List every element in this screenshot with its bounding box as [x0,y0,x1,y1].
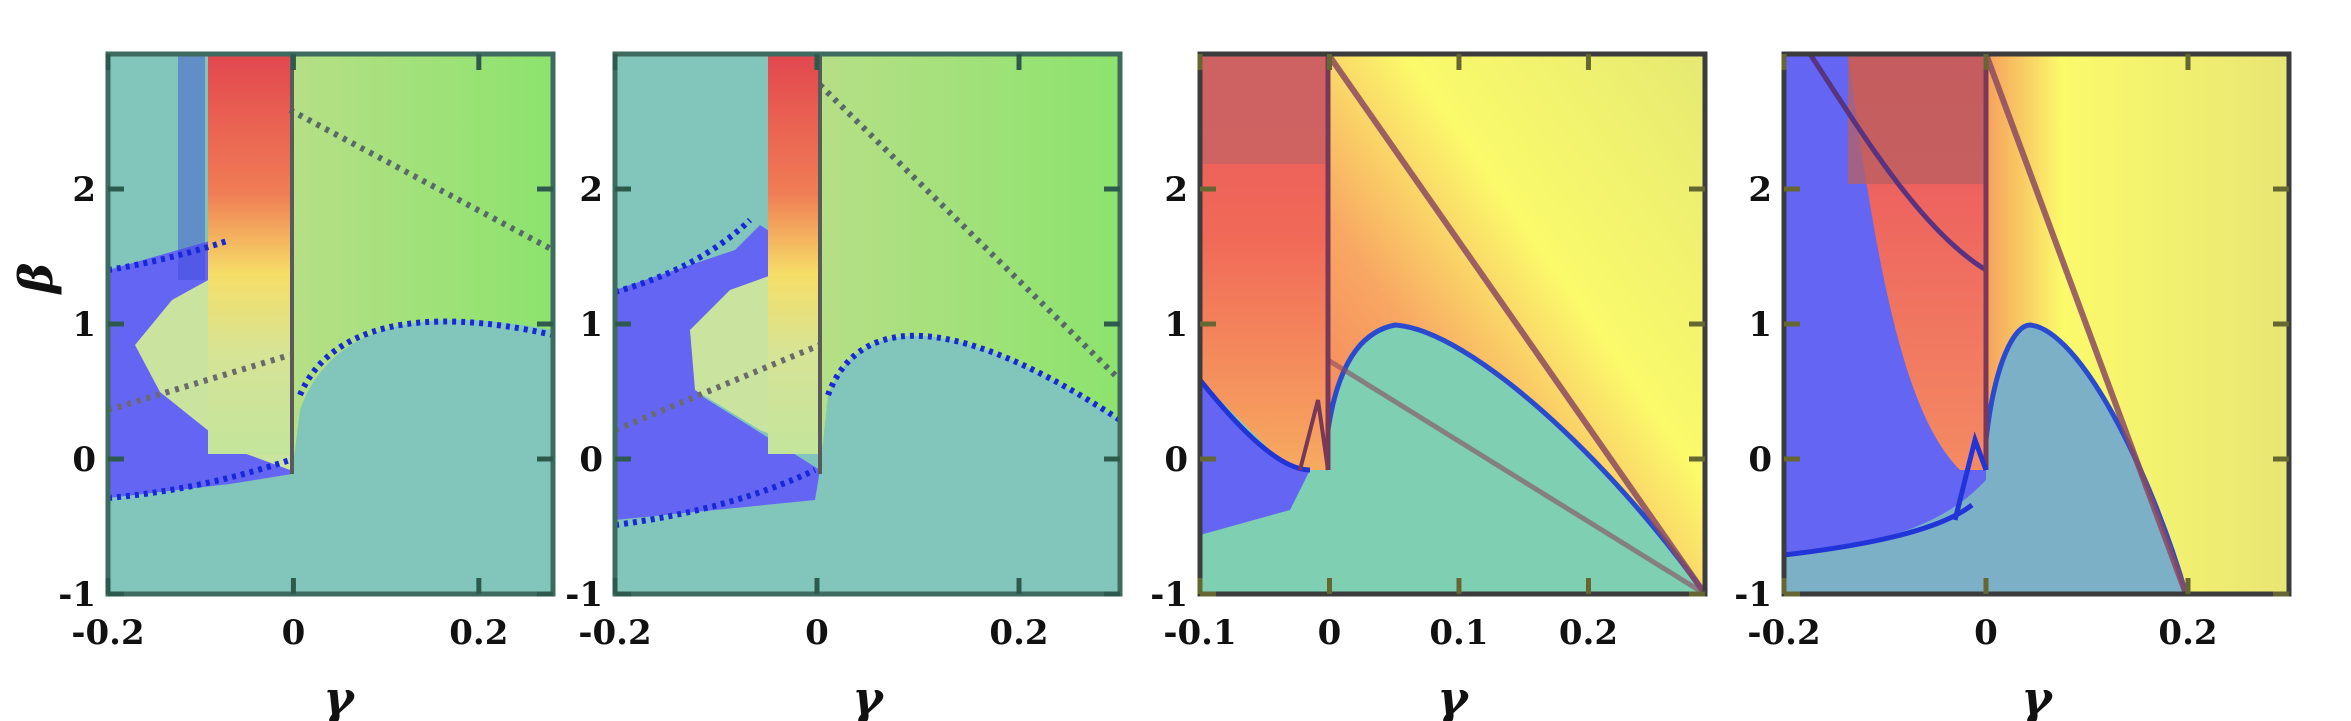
panel-4 [1781,51,2292,597]
panel-1-xtick-label-2: 0.2 [449,613,508,653]
panel-4-blue-curve-upper [1807,52,1988,273]
panel-3-ytick-label-0: -1 [1150,575,1188,615]
panel-3-ytick-label-1: 0 [1164,440,1188,480]
panel-1-ytick-label-0: -1 [58,575,96,615]
panel-2-red-column [768,54,820,454]
panel-3-ytick-label-2: 1 [1164,305,1188,345]
panel-2-dotted-diagonal [817,82,1123,383]
panel-3-xtick-label-3: 0.2 [1559,613,1618,653]
panel-1-xlabel: γ [323,671,356,721]
panel-4-diag-line-1 [1983,52,2189,596]
panel-1-ytick-label-2: 1 [72,305,96,345]
panel-2-teal-lower-right [820,335,1120,594]
panel-2-ytick-label-1: 0 [579,440,603,480]
panel-2-xtick-label-0: -0.2 [578,613,651,653]
panel-1-xtick-label-1: 0 [282,613,306,653]
ticks-layer [105,54,2289,597]
panel-3-ytick-label-3: 2 [1164,170,1188,210]
panel-1-blue-curve-lower [107,457,291,501]
panel-4-ytick-label-2: 1 [1748,305,1772,345]
panel-1-red-column [208,54,292,454]
panel-3-xtick-label-0: -0.1 [1163,613,1236,653]
panel-3-xtick-label-2: 0.1 [1429,613,1488,653]
panel-3-xtick-label-1: 0 [1318,613,1342,653]
panel-4-brown-block [1848,54,1986,184]
panel-3-diag-line-1 [1325,52,1708,596]
panel-1-blue-curve-upper [107,237,231,273]
panel-2-xlabel: γ [852,671,885,721]
panel-2-ytick-label-0: -1 [565,575,603,615]
panel-3-diag-line-2 [1326,357,1707,597]
panel-2-ytick-label-3: 2 [579,170,603,210]
panel-4-xtick-label-2: 0.2 [2158,613,2217,653]
panel-4-ytick-label-3: 2 [1748,170,1772,210]
panel-3-brown-block [1200,54,1328,164]
panel-1-teal-lower-right [292,319,553,594]
panel-2-blue-curve-lower [614,467,817,528]
panel-3-xlabel: γ [1437,671,1470,721]
panel-4-xtick-label-0: -0.2 [1747,613,1820,653]
panel-3-blue-region [1200,380,1310,535]
labels-layer: -0.2 0 0.2 -1 0 1 2 γ β -0.2 0 0.2 -1 0 1 2 γ -0.1 0 0.1 0.2… [9,170,2218,721]
panel-2 [612,51,1123,597]
panel-4-xlabel: γ [2021,671,2054,721]
panel-1-ylabel: β [9,263,63,296]
panel-3-small-cusp [1298,399,1330,471]
panel-1-dark-strip [178,54,205,280]
panel-1-xtick-label-0: -0.2 [71,613,144,653]
panel-1-blue-curve-right [297,318,554,397]
panel-1-dotted-lower [107,352,291,413]
panel-1 [105,51,556,597]
panel-4-xtick-label-1: 0 [1974,613,1998,653]
panel-3-dome-edge [1325,322,1708,596]
panel-2-blue-curve-upper [614,217,753,295]
panel-3-teal-dome [1200,325,1705,594]
panel-4-teal-dome [1784,325,2186,594]
panel-1-ytick-label-3: 2 [72,170,96,210]
panel-1-ytick-label-1: 0 [72,440,96,480]
panel-2-xtick-label-1: 0 [805,613,829,653]
panel-2-ytick-label-2: 1 [579,305,603,345]
panel-2-xtick-label-2: 0.2 [989,613,1048,653]
panel-4-ytick-label-0: -1 [1734,575,1772,615]
panel-2-dotted-lower [613,342,822,433]
panel-4-small-cusp [1952,431,1989,521]
panel-3 [1197,51,1708,597]
panel-4-ytick-label-1: 0 [1748,440,1772,480]
